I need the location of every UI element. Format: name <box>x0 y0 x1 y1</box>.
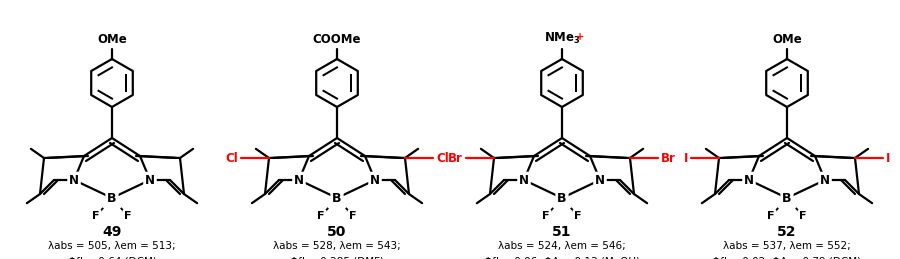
Text: Br: Br <box>448 152 463 164</box>
Text: F: F <box>317 211 325 221</box>
Text: λabs = 528, λem = 543;: λabs = 528, λem = 543; <box>273 241 400 251</box>
Text: λabs = 505, λem = 513;: λabs = 505, λem = 513; <box>49 241 176 251</box>
Text: N: N <box>519 174 529 186</box>
Text: N: N <box>69 174 79 186</box>
Text: F: F <box>92 211 100 221</box>
Text: B: B <box>332 191 342 205</box>
Text: 52: 52 <box>778 225 796 239</box>
Text: Φfl = 0.285 (DMF): Φfl = 0.285 (DMF) <box>290 256 384 259</box>
Text: F: F <box>124 211 131 221</box>
Text: B: B <box>782 191 792 205</box>
Text: N: N <box>294 174 304 186</box>
Text: F: F <box>542 211 550 221</box>
Text: N: N <box>744 174 754 186</box>
Text: N: N <box>145 174 155 186</box>
Text: Cl: Cl <box>436 152 449 164</box>
Text: F: F <box>767 211 775 221</box>
Text: N: N <box>595 174 605 186</box>
Text: Φfl = 0.64 (DCM): Φfl = 0.64 (DCM) <box>68 256 157 259</box>
Text: COOMe: COOMe <box>313 33 361 46</box>
Text: λabs = 537, λem = 552;: λabs = 537, λem = 552; <box>723 241 850 251</box>
Text: Φfl = 0.06, ΦΔ = 0.13 (MeOH): Φfl = 0.06, ΦΔ = 0.13 (MeOH) <box>484 256 640 259</box>
Text: λabs = 524, λem = 546;: λabs = 524, λem = 546; <box>498 241 626 251</box>
Text: 49: 49 <box>103 225 122 239</box>
Text: N: N <box>820 174 830 186</box>
Text: B: B <box>107 191 117 205</box>
Text: OMe: OMe <box>97 33 127 46</box>
Text: Φfl = 0.02, ΦΔ = 0.79 (DCM): Φfl = 0.02, ΦΔ = 0.79 (DCM) <box>713 256 861 259</box>
Text: F: F <box>799 211 806 221</box>
Text: N: N <box>370 174 380 186</box>
Text: I: I <box>886 152 890 164</box>
Text: Br: Br <box>661 152 676 164</box>
Text: F: F <box>349 211 356 221</box>
Text: 51: 51 <box>553 225 572 239</box>
Text: OMe: OMe <box>772 33 802 46</box>
Text: $\mathregular{NMe_3}$: $\mathregular{NMe_3}$ <box>544 31 580 46</box>
Text: I: I <box>684 152 688 164</box>
Text: B: B <box>557 191 567 205</box>
Text: Cl: Cl <box>225 152 238 164</box>
Text: 50: 50 <box>328 225 346 239</box>
Text: F: F <box>574 211 581 221</box>
Text: +: + <box>576 32 584 42</box>
